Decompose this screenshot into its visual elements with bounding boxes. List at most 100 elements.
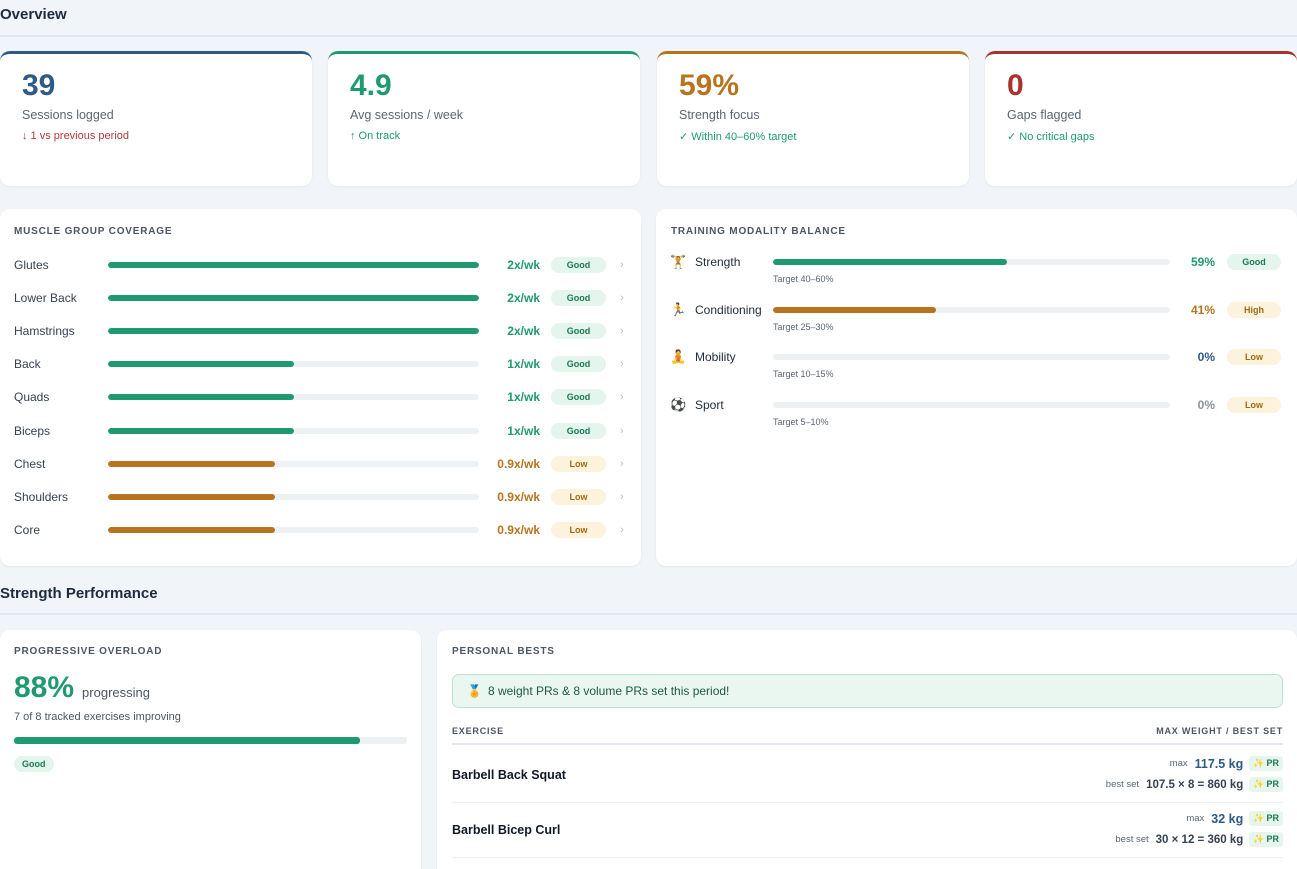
- pr-summary-text: 8 weight PRs & 8 volume PRs set this per…: [487, 684, 730, 698]
- muscle-status-badge: Good: [551, 290, 606, 307]
- muscle-status-badge: Low: [551, 488, 606, 505]
- chevron-right-icon[interactable]: ›: [620, 523, 624, 536]
- avg-sessions-week-trend: ↑ On track: [350, 130, 401, 142]
- muscle-coverage-fill: [108, 493, 275, 500]
- modality-percent: 59%: [1190, 255, 1215, 269]
- chevron-right-icon[interactable]: ›: [620, 391, 624, 404]
- muscle-row-quads[interactable]: Quads 1x/wk Good ›: [14, 387, 627, 407]
- modality-share-bar: [773, 354, 1170, 361]
- modality-target: Target 5–10%: [773, 417, 829, 428]
- gaps-flagged-trend: ✓ No critical gaps: [1007, 131, 1095, 143]
- modality-target: Target 40–60%: [773, 274, 834, 284]
- muscle-row-chest[interactable]: Chest 0.9x/wk Low ›: [14, 454, 627, 474]
- muscle-frequency: 0.9x/wk: [497, 456, 540, 471]
- overload-percent: 88%: [14, 671, 75, 704]
- sparkle-icon: ✨: [1253, 758, 1265, 768]
- muscle-coverage-fill: [108, 262, 479, 268]
- max-label: max: [1186, 813, 1205, 824]
- max-weight-value: 117.5 kg: [1194, 756, 1244, 771]
- personal-bests-table-header: Exercise Max weight / best set: [452, 726, 1283, 745]
- sessions-logged-label: Sessions logged: [22, 108, 114, 122]
- modality-row-sport: ⚽ Sport 0% Low Target 5–10%: [670, 395, 1283, 427]
- muscle-frequency: 0.9x/wk: [497, 522, 540, 537]
- strength-performance-title: Strength Performance: [0, 585, 158, 602]
- modality-target: Target 25–30%: [773, 321, 834, 332]
- muscle-coverage-fill: [108, 295, 479, 302]
- muscle-row-core[interactable]: Core 0.9x/wk Low ›: [14, 520, 627, 540]
- weightlifter-icon: 🏋: [670, 254, 687, 269]
- modality-status-badge: Low: [1227, 349, 1281, 366]
- avg-sessions-week-label: Avg sessions / week: [350, 108, 464, 122]
- pr-summary-banner: 🏅 8 weight PRs & 8 volume PRs set this p…: [452, 674, 1283, 708]
- chevron-right-icon[interactable]: ›: [620, 259, 624, 271]
- avg-sessions-week-card: 4.9 Avg sessions / week ↑ On track: [328, 51, 640, 186]
- muscle-frequency: 0.9x/wk: [497, 489, 540, 504]
- weight-pr-badge: ✨ PR: [1249, 811, 1283, 826]
- gaps-flagged-card: 0 Gaps flagged ✓ No critical gaps: [985, 51, 1297, 186]
- sessions-logged-trend: ↓ 1 vs previous period: [22, 130, 129, 142]
- muscle-status-badge: Good: [551, 422, 606, 439]
- best-set-value: 107.5 × 8 = 860 kg: [1146, 778, 1244, 791]
- muscle-coverage-bar: [108, 328, 479, 335]
- overload-subtitle: 7 of 8 tracked exercises improving: [14, 711, 181, 723]
- strength-divider: [0, 613, 1297, 615]
- chevron-right-icon[interactable]: ›: [620, 424, 624, 437]
- chevron-right-icon[interactable]: ›: [620, 292, 624, 305]
- chevron-right-icon[interactable]: ›: [620, 490, 624, 503]
- muscle-coverage-bar: [108, 361, 479, 368]
- yoga-icon: 🧘: [670, 349, 687, 365]
- progressive-overload-title: Progressive Overload: [14, 646, 163, 657]
- sparkle-icon: ✨: [1253, 779, 1265, 789]
- modality-name: Sport: [695, 398, 724, 413]
- pr-label: PR: [1266, 834, 1279, 844]
- strength-focus-value: 59%: [679, 69, 740, 102]
- chevron-right-icon[interactable]: ›: [620, 325, 624, 338]
- pr-label: PR: [1266, 813, 1279, 823]
- muscle-row-lower-back[interactable]: Lower Back 2x/wk Good ›: [14, 288, 627, 308]
- modality-row-conditioning: 🏃 Conditioning 41% High Target 25–30%: [670, 300, 1283, 332]
- modality-target: Target 10–15%: [773, 369, 834, 380]
- best-set-label: best set: [1105, 779, 1140, 790]
- modality-balance-title: Training Modality Balance: [671, 226, 846, 237]
- gaps-flagged-label: Gaps flagged: [1007, 108, 1082, 122]
- soccer-ball-icon: ⚽: [670, 397, 687, 413]
- personal-best-row[interactable]: Barbell Back Squat max 117.5 kg ✨ PR best set…: [452, 748, 1283, 803]
- sparkle-icon: ✨: [1253, 834, 1265, 844]
- overview-divider: [0, 35, 1297, 37]
- overload-progress-bar: [14, 737, 407, 744]
- sessions-logged-card: 39 Sessions logged ↓ 1 vs previous period: [0, 51, 312, 186]
- modality-name: Mobility: [695, 350, 736, 365]
- personal-best-row[interactable]: Barbell Bicep Curl max 32 kg ✨ PR best set 30 …: [452, 803, 1283, 858]
- medal-icon: 🏅: [467, 684, 482, 698]
- modality-share-fill: [773, 306, 936, 313]
- muscle-coverage-card: Muscle Group Coverage Glutes 2x/wk Good › Lo…: [0, 209, 641, 566]
- muscle-coverage-fill: [108, 460, 275, 467]
- overload-status-badge: Good: [14, 756, 54, 772]
- muscle-coverage-bar: [108, 526, 479, 533]
- chevron-right-icon[interactable]: ›: [620, 358, 624, 371]
- muscle-name: Glutes: [14, 258, 49, 272]
- muscle-row-shoulders[interactable]: Shoulders 0.9x/wk Low ›: [14, 487, 627, 507]
- muscle-frequency: 1x/wk: [507, 423, 540, 438]
- muscle-name: Quads: [14, 390, 50, 405]
- muscle-name: Core: [14, 522, 41, 537]
- sessions-logged-value: 39: [22, 69, 56, 102]
- modality-row-mobility: 🧘 Mobility 0% Low Target 10–15%: [670, 347, 1283, 379]
- pr-label: PR: [1266, 779, 1279, 789]
- overview-title: Overview: [0, 6, 67, 23]
- muscle-status-badge: Low: [551, 455, 606, 472]
- max-weight-value: 32 kg: [1211, 811, 1244, 826]
- modality-name: Conditioning: [695, 302, 762, 317]
- modality-status-badge: Good: [1227, 254, 1281, 270]
- chevron-right-icon[interactable]: ›: [620, 457, 624, 470]
- personal-bests-card: Personal Bests 🏅 8 weight PRs & 8 volume…: [437, 630, 1297, 869]
- muscle-frequency: 2x/wk: [507, 258, 540, 272]
- muscle-row-glutes[interactable]: Glutes 2x/wk Good ›: [14, 255, 627, 275]
- muscle-row-hamstrings[interactable]: Hamstrings 2x/wk Good ›: [14, 321, 627, 341]
- muscle-row-biceps[interactable]: Biceps 1x/wk Good ›: [14, 421, 627, 441]
- avg-sessions-week-value: 4.9: [350, 69, 392, 102]
- weight-pr-badge: ✨ PR: [1249, 756, 1283, 771]
- modality-share-bar: [773, 402, 1170, 409]
- column-header-max-weight: Max weight / best set: [1156, 726, 1283, 736]
- muscle-row-back[interactable]: Back 1x/wk Good ›: [14, 354, 627, 374]
